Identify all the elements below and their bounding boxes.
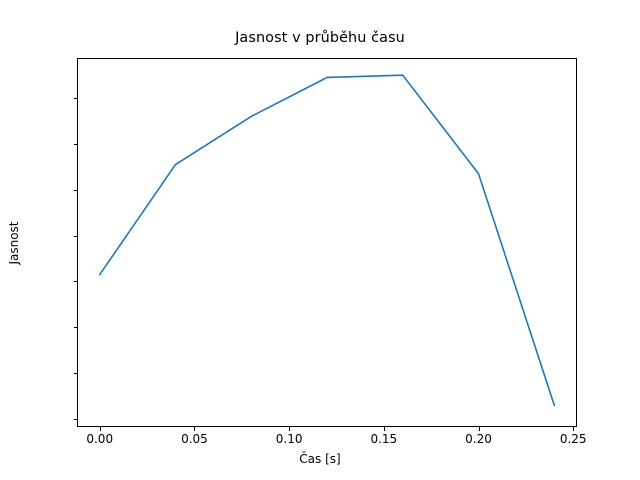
x-tick-label: 0.15: [370, 432, 398, 446]
y-tick-mark: [73, 373, 77, 375]
y-tick-mark: [73, 418, 77, 420]
plot-axes-frame: [77, 58, 577, 427]
x-tick-label: 0.25: [559, 432, 587, 446]
y-tick-mark: [73, 327, 77, 329]
x-tick-mark: [99, 427, 101, 431]
x-tick-label: 0.10: [275, 432, 303, 446]
y-tick-mark: [73, 281, 77, 283]
y-tick-mark: [73, 189, 77, 191]
x-tick-label: 0.05: [181, 432, 208, 446]
x-tick-mark: [289, 427, 291, 431]
y-axis-label: Jasnost: [7, 220, 21, 265]
x-tick-mark: [383, 427, 385, 431]
x-tick-label: 0.00: [86, 432, 114, 446]
x-tick-mark: [573, 427, 575, 431]
chart-title: Jasnost v průběhu času: [235, 30, 405, 46]
x-tick-label: 0.20: [465, 432, 492, 446]
x-axis-label: Čas [s]: [299, 452, 341, 466]
data-series-line: [98, 74, 556, 407]
line-plot: [98, 74, 556, 407]
x-tick-mark: [478, 427, 480, 431]
x-tick-mark: [194, 427, 196, 431]
y-tick-mark: [73, 143, 77, 145]
y-axis-label-container: Jasnost: [0, 58, 28, 427]
y-tick-mark: [73, 235, 77, 237]
y-tick-mark: [73, 98, 77, 100]
